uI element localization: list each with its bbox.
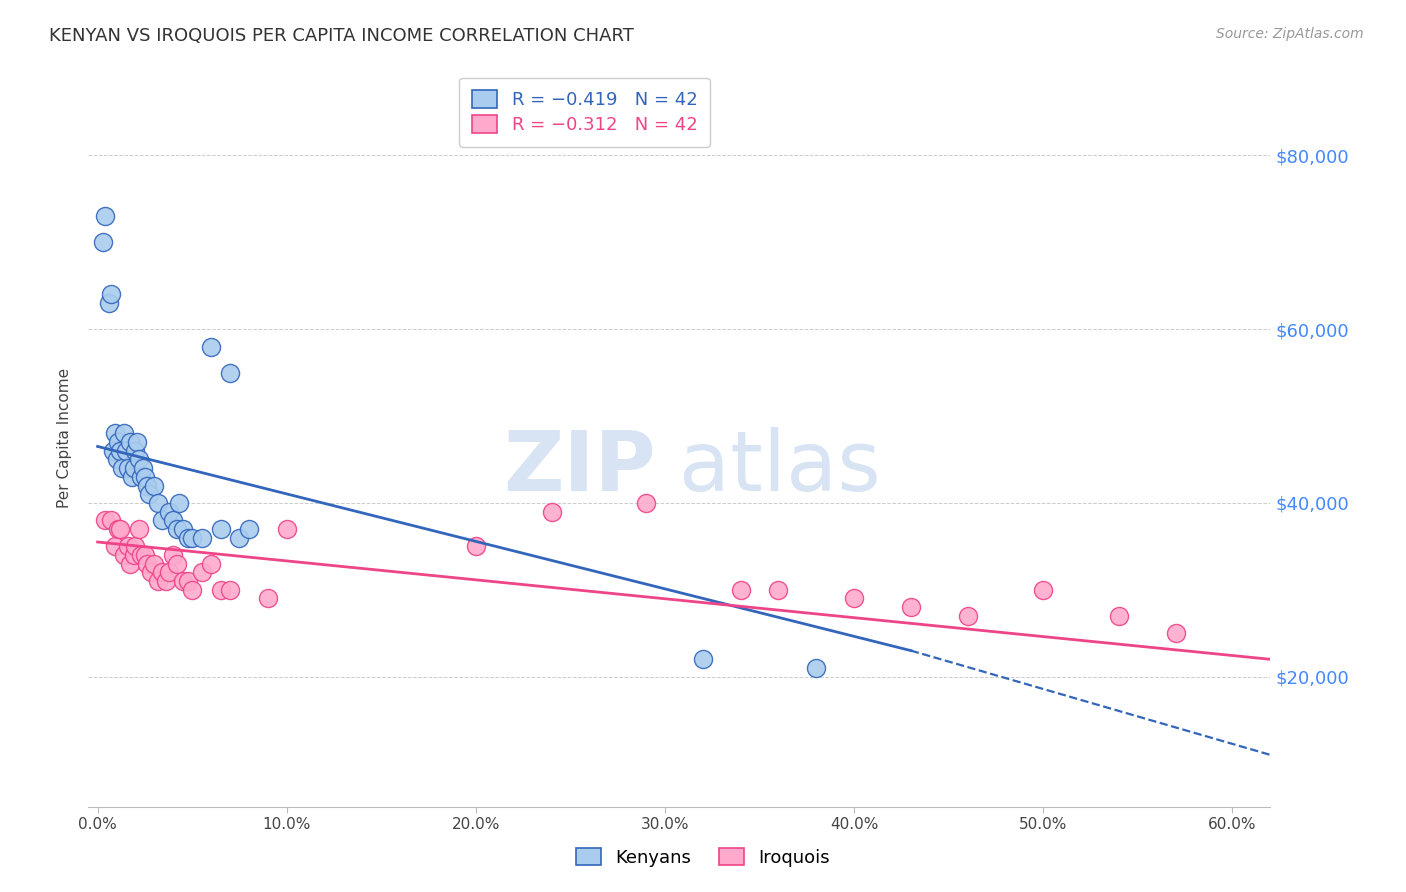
Point: [159, 505, 181, 519]
Point: [139, 566, 162, 580]
Point: [177, 531, 200, 545]
Point: [166, 557, 188, 571]
Y-axis label: Per Capita Income: Per Capita Income: [58, 368, 72, 508]
Point: [121, 470, 143, 484]
Point: [129, 470, 152, 484]
Point: [104, 539, 127, 553]
Point: [118, 435, 141, 450]
Point: [118, 557, 141, 571]
Point: [128, 452, 150, 467]
Point: [104, 426, 127, 441]
Point: [219, 366, 242, 380]
Point: [134, 470, 156, 484]
Point: [94, 513, 117, 527]
Point: [464, 539, 486, 553]
Point: [172, 522, 194, 536]
Point: [1108, 608, 1130, 623]
Point: [730, 582, 752, 597]
Point: [128, 522, 150, 536]
Point: [146, 496, 169, 510]
Point: [107, 522, 129, 536]
Text: ZIP: ZIP: [503, 426, 655, 508]
Point: [107, 435, 129, 450]
Point: [172, 574, 194, 588]
Point: [181, 582, 204, 597]
Point: [806, 661, 828, 675]
Point: [155, 574, 177, 588]
Point: [143, 478, 166, 492]
Point: [900, 600, 922, 615]
Legend: R = −0.419   N = 42, R = −0.312   N = 42: R = −0.419 N = 42, R = −0.312 N = 42: [460, 78, 710, 147]
Point: [91, 235, 114, 250]
Point: [842, 591, 865, 606]
Point: [190, 566, 212, 580]
Point: [276, 522, 298, 536]
Point: [162, 548, 184, 562]
Point: [112, 426, 135, 441]
Point: [956, 608, 979, 623]
Text: atlas: atlas: [679, 426, 882, 508]
Point: [117, 539, 139, 553]
Point: [100, 287, 122, 301]
Point: [190, 531, 212, 545]
Point: [166, 522, 188, 536]
Point: [146, 574, 169, 588]
Point: [540, 505, 562, 519]
Point: [209, 522, 232, 536]
Point: [209, 582, 232, 597]
Text: Source: ZipAtlas.com: Source: ZipAtlas.com: [1216, 27, 1364, 41]
Point: [124, 443, 146, 458]
Point: [115, 443, 138, 458]
Point: [124, 539, 146, 553]
Point: [692, 652, 714, 666]
Point: [150, 566, 173, 580]
Text: KENYAN VS IROQUOIS PER CAPITA INCOME CORRELATION CHART: KENYAN VS IROQUOIS PER CAPITA INCOME COR…: [49, 27, 634, 45]
Point: [122, 548, 145, 562]
Point: [256, 591, 278, 606]
Point: [219, 582, 242, 597]
Point: [177, 574, 200, 588]
Point: [110, 522, 132, 536]
Point: [162, 513, 184, 527]
Point: [100, 513, 122, 527]
Point: [101, 443, 124, 458]
Point: [122, 461, 145, 475]
Point: [200, 339, 222, 353]
Legend: Kenyans, Iroquois: Kenyans, Iroquois: [569, 841, 837, 874]
Point: [228, 531, 250, 545]
Point: [1164, 626, 1187, 640]
Point: [1032, 582, 1054, 597]
Point: [117, 461, 139, 475]
Point: [127, 435, 149, 450]
Point: [135, 478, 157, 492]
Point: [105, 452, 128, 467]
Point: [143, 557, 166, 571]
Point: [200, 557, 222, 571]
Point: [636, 496, 658, 510]
Point: [150, 513, 173, 527]
Point: [167, 496, 190, 510]
Point: [94, 209, 117, 223]
Point: [110, 443, 132, 458]
Point: [135, 557, 157, 571]
Point: [111, 461, 134, 475]
Point: [134, 548, 156, 562]
Point: [132, 461, 155, 475]
Point: [129, 548, 152, 562]
Point: [181, 531, 204, 545]
Point: [768, 582, 790, 597]
Point: [238, 522, 260, 536]
Point: [112, 548, 135, 562]
Point: [159, 566, 181, 580]
Point: [97, 296, 120, 310]
Point: [138, 487, 160, 501]
